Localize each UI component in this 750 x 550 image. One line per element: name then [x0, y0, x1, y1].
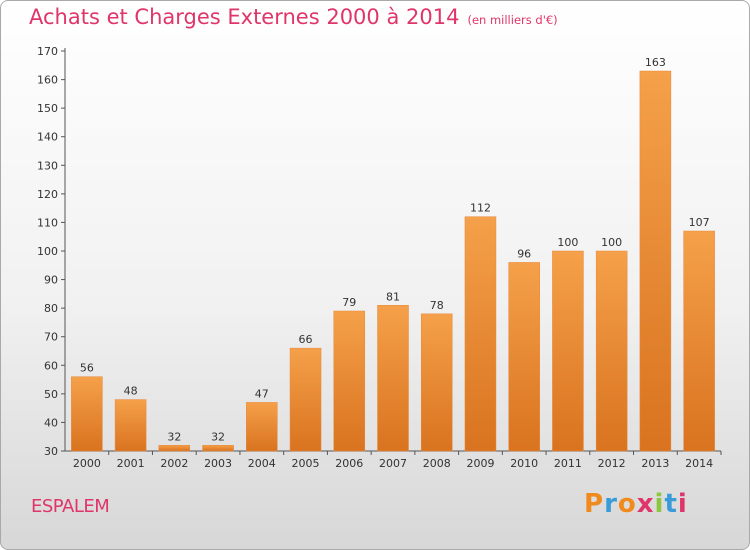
logo-letter: o — [617, 489, 637, 519]
data-label-2014: 107 — [689, 216, 710, 229]
data-label-2007: 81 — [386, 290, 400, 303]
x-tick-label-2007: 2007 — [379, 457, 407, 470]
data-label-2008: 78 — [430, 299, 444, 312]
data-label-2011: 100 — [557, 236, 578, 249]
y-tick-label: 90 — [44, 274, 58, 287]
logo-letter: i — [654, 489, 665, 519]
data-label-2010: 96 — [517, 247, 531, 260]
bar-2011 — [552, 250, 584, 452]
logo-letter: x — [636, 489, 655, 519]
x-tick-label-2005: 2005 — [292, 457, 320, 470]
x-tick-label-2004: 2004 — [248, 457, 276, 470]
y-tick-label: 150 — [37, 102, 58, 115]
x-tick-label-2002: 2002 — [160, 457, 188, 470]
data-label-2012: 100 — [601, 236, 622, 249]
bar-2000 — [71, 376, 103, 452]
x-tick-label-2014: 2014 — [685, 457, 713, 470]
bar-2002 — [158, 445, 191, 452]
chart-y-ticks: 30 40 50 60 70 80 90 100 110 120 130 140 150 160 170 — [37, 45, 65, 458]
x-tick-label-2009: 2009 — [466, 457, 494, 470]
y-tick-label: 120 — [37, 188, 58, 201]
bar-2013 — [639, 70, 672, 452]
y-tick-label: 60 — [44, 359, 58, 372]
x-tick-label-2012: 2012 — [598, 457, 626, 470]
chart-title: Achats et Charges Externes 2000 à 2014 (e… — [29, 5, 558, 29]
y-tick-label: 170 — [37, 45, 58, 58]
y-tick-label: 130 — [37, 159, 58, 172]
bar-2012 — [595, 250, 628, 452]
bar-2004 — [246, 402, 278, 452]
data-label-2003: 32 — [211, 430, 225, 443]
bar-2003 — [202, 445, 234, 452]
data-label-2002: 32 — [167, 430, 181, 443]
chart-x-ticks: 2000 2001 2002 2003 2004 2005 2006 2007 2008 2009… — [73, 451, 722, 470]
x-tick-label-2013: 2013 — [641, 457, 669, 470]
x-tick-label-2003: 2003 — [204, 457, 232, 470]
x-tick-label-2001: 2001 — [117, 457, 145, 470]
bar-2009 — [464, 216, 497, 452]
x-tick-label-2011: 2011 — [554, 457, 582, 470]
logo-letter: r — [604, 489, 618, 519]
y-tick-label: 30 — [44, 445, 58, 458]
y-tick-label: 70 — [44, 331, 58, 344]
logo-letter: t — [664, 489, 678, 519]
y-tick-label: 110 — [37, 216, 58, 229]
x-tick-label-2006: 2006 — [335, 457, 363, 470]
x-tick-label-2008: 2008 — [423, 457, 451, 470]
y-tick-label: 80 — [44, 302, 58, 315]
logo-letter: P — [584, 489, 605, 519]
proxiti-logo: Proxiti — [584, 489, 688, 519]
data-label-2001: 48 — [124, 385, 138, 398]
bar-2005 — [289, 347, 322, 452]
y-tick-label: 100 — [37, 245, 58, 258]
y-tick-label: 140 — [37, 131, 58, 144]
chart-data-labels: 56 48 32 32 47 66 79 81 78 112 96 100 100 163 107 — [80, 56, 710, 443]
location-name: ESPALEM — [31, 496, 110, 517]
y-tick-label: 40 — [44, 416, 58, 429]
data-label-2006: 79 — [342, 296, 356, 309]
bar-2006 — [333, 310, 366, 452]
bar-2010 — [508, 262, 540, 452]
data-label-2013: 163 — [645, 56, 666, 69]
x-tick-label-2000: 2000 — [73, 457, 101, 470]
data-label-2005: 66 — [299, 333, 313, 346]
bar-2007 — [377, 305, 409, 452]
logo-letter: i — [677, 489, 688, 519]
x-tick-label-2010: 2010 — [510, 457, 538, 470]
y-tick-label: 50 — [44, 388, 58, 401]
data-label-2000: 56 — [80, 362, 94, 375]
data-label-2009: 112 — [470, 202, 491, 215]
y-tick-label: 160 — [37, 74, 58, 87]
chart-bars — [71, 70, 715, 452]
data-label-2004: 47 — [255, 387, 269, 400]
chart-title-main: Achats et Charges Externes 2000 à 2014 — [29, 5, 460, 29]
bar-2014 — [683, 230, 715, 452]
bar-2008 — [420, 313, 453, 452]
chart-subtitle: (en milliers d'€) — [467, 13, 558, 27]
bar-2001 — [114, 399, 147, 452]
